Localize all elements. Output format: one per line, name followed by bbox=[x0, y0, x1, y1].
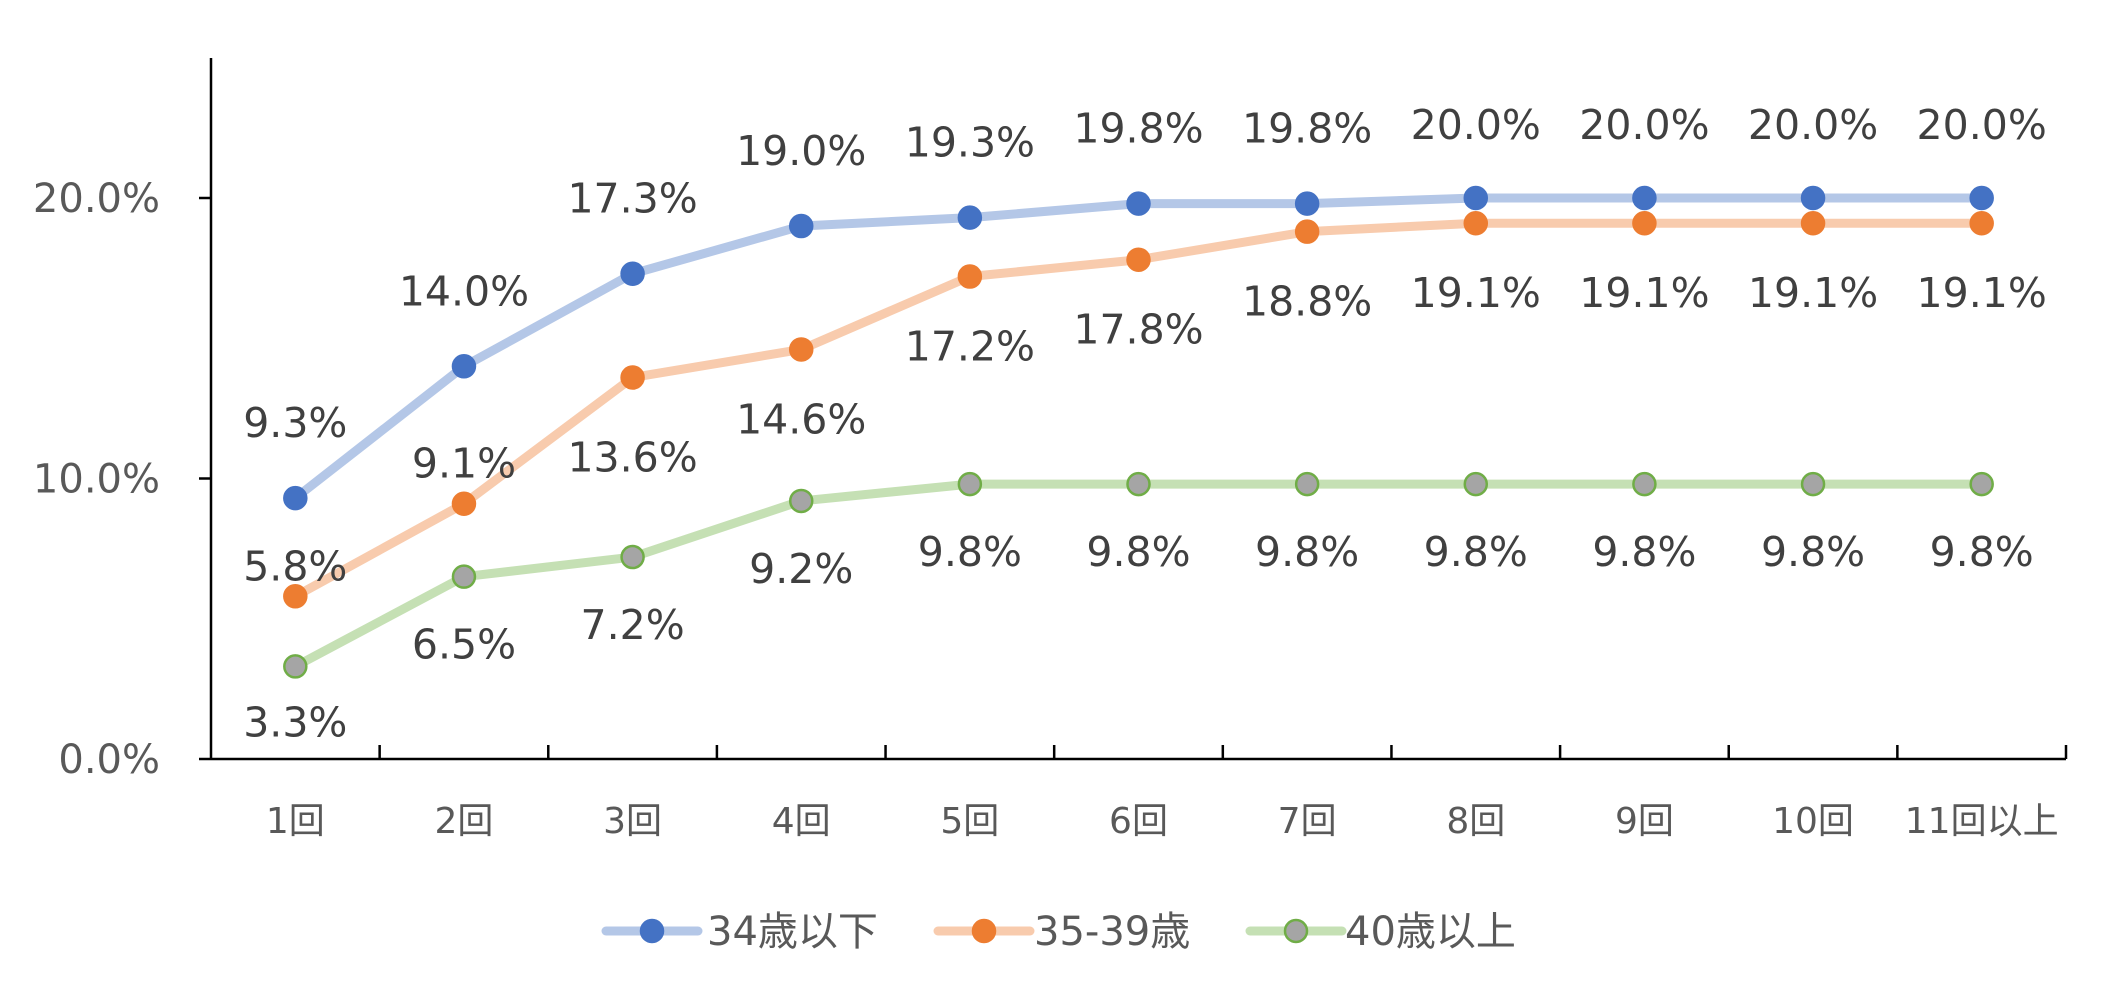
data-point bbox=[1632, 471, 1657, 497]
data-point bbox=[1463, 471, 1489, 497]
axes bbox=[209, 58, 2066, 761]
data-label: 13.6% bbox=[567, 434, 697, 482]
x-tick-label: 1回 bbox=[266, 801, 325, 842]
legend-item: 35-39歳 bbox=[933, 909, 1190, 955]
data-label: 3.3% bbox=[243, 698, 347, 746]
data-point bbox=[1800, 210, 1826, 236]
data-point bbox=[957, 264, 983, 289]
data-label: 20.0% bbox=[1748, 101, 1878, 149]
data-label: 18.8% bbox=[1242, 278, 1372, 326]
data-label: 6.5% bbox=[412, 621, 516, 669]
data-label: 9.8% bbox=[1424, 528, 1528, 576]
legend-item: 40歳以上 bbox=[1245, 909, 1516, 955]
data-label: 9.3% bbox=[243, 399, 347, 447]
data-label: 9.8% bbox=[918, 528, 1022, 576]
x-tick-label: 8回 bbox=[1446, 801, 1505, 842]
x-tick-label: 2回 bbox=[435, 801, 494, 842]
legend-label: 40歳以上 bbox=[1345, 909, 1516, 955]
data-label: 7.2% bbox=[581, 601, 685, 649]
legend-marker bbox=[971, 918, 997, 944]
data-point bbox=[1126, 471, 1151, 497]
data-point bbox=[620, 365, 645, 390]
data-point bbox=[1632, 210, 1657, 236]
data-point bbox=[283, 485, 308, 511]
data-label: 19.3% bbox=[905, 119, 1035, 167]
data-label: 20.0% bbox=[1411, 101, 1541, 149]
y-tick-label: 0.0% bbox=[58, 737, 160, 783]
data-label: 20.0% bbox=[1579, 101, 1709, 149]
data-label: 17.3% bbox=[567, 175, 697, 223]
legend-label: 35-39歳 bbox=[1034, 909, 1190, 955]
data-label: 19.8% bbox=[1242, 105, 1372, 153]
data-label: 9.2% bbox=[749, 545, 853, 593]
data-point bbox=[1969, 471, 1994, 497]
data-point bbox=[620, 544, 645, 570]
data-label: 19.1% bbox=[1579, 269, 1709, 317]
data-point bbox=[1126, 191, 1151, 216]
x-tick-label: 9回 bbox=[1615, 801, 1674, 842]
legend: 34歳以下 35-39歳 40歳以上 bbox=[601, 909, 1516, 955]
data-labels: 9.3% 14.0% 17.3% 19.0% 19.3% 19.8% 19.8% 20.0% 2… bbox=[243, 101, 2047, 746]
y-tick-label: 20.0% bbox=[33, 176, 160, 222]
data-point bbox=[1969, 185, 1994, 211]
data-point bbox=[1294, 471, 1320, 497]
data-label: 9.8% bbox=[1592, 528, 1696, 576]
data-label: 17.2% bbox=[905, 323, 1035, 371]
data-label: 19.8% bbox=[1073, 105, 1203, 153]
series-2 bbox=[283, 210, 1994, 609]
data-point bbox=[788, 213, 814, 239]
data-label: 9.8% bbox=[1930, 528, 2034, 576]
legend-marker bbox=[639, 918, 665, 944]
x-tick-label: 11回以上 bbox=[1905, 801, 2059, 842]
data-point bbox=[451, 354, 477, 379]
x-tick-label: 10回 bbox=[1772, 801, 1854, 842]
data-point bbox=[1632, 185, 1657, 211]
data-label: 20.0% bbox=[1917, 101, 2047, 149]
legend-item: 34歳以下 bbox=[601, 909, 878, 955]
x-tick-label: 3回 bbox=[603, 801, 662, 842]
data-point bbox=[788, 488, 814, 514]
data-label: 19.1% bbox=[1917, 269, 2047, 317]
data-point bbox=[1126, 247, 1151, 272]
x-axis-ticks: 1回 2回 3回 4回 5回 6回 7回 8回 9回 10回 11回以上 bbox=[266, 745, 2068, 842]
y-tick-label: 10.0% bbox=[33, 457, 160, 503]
data-label: 19.0% bbox=[736, 127, 866, 175]
data-point bbox=[957, 471, 983, 497]
data-label: 14.6% bbox=[736, 395, 866, 443]
data-label: 9.1% bbox=[412, 440, 516, 488]
data-label: 9.8% bbox=[1086, 528, 1190, 576]
data-label: 14.0% bbox=[399, 267, 529, 315]
data-label: 19.1% bbox=[1748, 269, 1878, 317]
data-point bbox=[283, 654, 308, 679]
y-axis-ticks: 0.0% 10.0% 20.0% bbox=[33, 176, 211, 783]
data-point bbox=[1294, 191, 1320, 216]
data-label: 9.8% bbox=[1255, 528, 1359, 576]
data-point bbox=[1463, 210, 1489, 236]
x-tick-label: 7回 bbox=[1278, 801, 1337, 842]
data-point bbox=[283, 584, 308, 609]
x-tick-label: 4回 bbox=[772, 801, 831, 842]
data-point bbox=[451, 564, 477, 589]
data-point bbox=[1969, 210, 1994, 236]
data-point bbox=[1800, 471, 1826, 497]
legend-marker bbox=[1283, 918, 1309, 944]
x-tick-label: 5回 bbox=[940, 801, 999, 842]
legend-label: 34歳以下 bbox=[707, 909, 878, 955]
data-label: 5.8% bbox=[243, 542, 347, 590]
data-point bbox=[451, 491, 477, 516]
data-label: 9.8% bbox=[1761, 528, 1865, 576]
series-1 bbox=[283, 185, 1994, 511]
x-tick-label: 6回 bbox=[1109, 801, 1168, 842]
data-label: 19.1% bbox=[1411, 269, 1541, 317]
data-label: 17.8% bbox=[1073, 306, 1203, 354]
data-point bbox=[1800, 185, 1826, 211]
series-group bbox=[283, 185, 1994, 679]
series-3 bbox=[283, 471, 1994, 679]
data-point bbox=[1294, 219, 1320, 244]
data-point bbox=[957, 205, 983, 230]
data-point bbox=[1463, 185, 1489, 211]
data-point bbox=[620, 261, 645, 286]
data-point bbox=[788, 337, 814, 362]
